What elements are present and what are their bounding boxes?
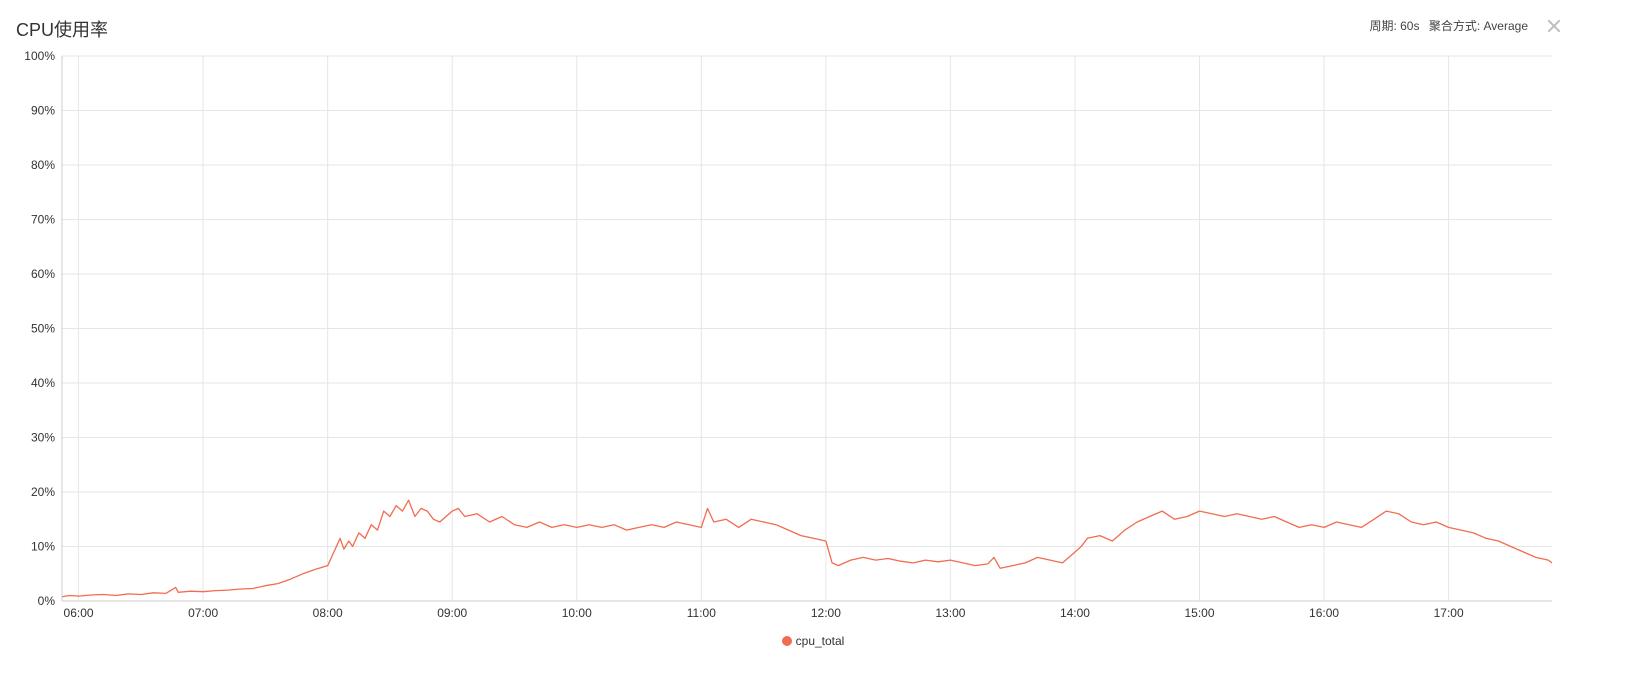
y-tick-label: 100% xyxy=(24,49,55,63)
x-tick-label: 07:00 xyxy=(188,606,218,620)
x-tick-label: 10:00 xyxy=(562,606,592,620)
legend-label: cpu_total xyxy=(795,634,845,648)
x-tick-label: 06:00 xyxy=(64,606,94,620)
y-tick-label: 50% xyxy=(31,322,55,336)
y-tick-label: 20% xyxy=(31,485,55,499)
y-tick-label: 40% xyxy=(31,376,55,390)
x-tick-label: 11:00 xyxy=(687,606,716,620)
aggregation-label[interactable]: 聚合方式: Average xyxy=(1428,19,1528,33)
x-tick-label: 08:00 xyxy=(313,606,343,620)
y-tick-label: 10% xyxy=(31,540,55,554)
x-tick-label: 15:00 xyxy=(1185,606,1215,620)
legend-item-cpu-total[interactable]: cpu_total xyxy=(781,634,845,648)
y-tick-label: 0% xyxy=(38,594,56,608)
series-line-cpu-total xyxy=(62,499,1553,598)
x-tick-label: 09:00 xyxy=(437,606,467,620)
x-tick-label: 16:00 xyxy=(1309,606,1339,620)
x-tick-label: 14:00 xyxy=(1060,606,1090,620)
y-tick-label: 90% xyxy=(31,104,55,118)
y-tick-label: 80% xyxy=(31,158,55,172)
y-tick-label: 70% xyxy=(31,213,55,227)
y-tick-label: 60% xyxy=(31,267,55,281)
x-tick-label: 12:00 xyxy=(811,606,841,620)
legend: cpu_total xyxy=(0,634,1626,648)
x-tick-label: 17:00 xyxy=(1434,606,1464,620)
legend-marker-icon xyxy=(781,636,792,646)
period-label: 周期: 60s xyxy=(1369,19,1420,33)
panel-meta: 周期: 60s 聚合方式: Average xyxy=(1363,17,1528,34)
panel-title: CPU使用率 xyxy=(16,20,109,40)
y-tick-label: 30% xyxy=(31,431,55,445)
x-tick-label: 13:00 xyxy=(935,606,965,620)
